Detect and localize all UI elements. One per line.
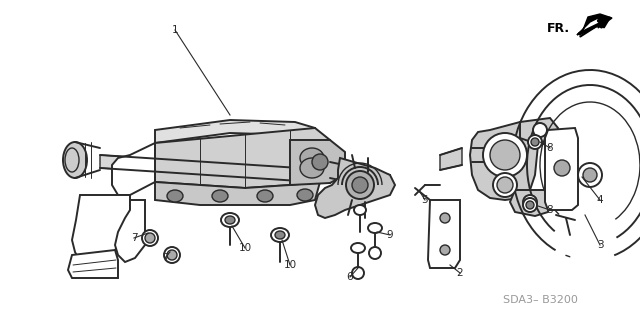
Polygon shape (440, 148, 462, 170)
Text: 9: 9 (387, 230, 394, 240)
Text: 7: 7 (131, 233, 138, 243)
Polygon shape (470, 122, 538, 200)
Polygon shape (72, 195, 130, 270)
Ellipse shape (142, 230, 158, 246)
Ellipse shape (221, 213, 239, 227)
Polygon shape (155, 182, 320, 205)
Ellipse shape (497, 177, 513, 193)
Ellipse shape (490, 140, 520, 170)
Polygon shape (115, 200, 145, 262)
Ellipse shape (145, 233, 155, 243)
Text: SDA3– B3200: SDA3– B3200 (502, 295, 577, 305)
Ellipse shape (300, 158, 324, 178)
Polygon shape (100, 155, 330, 183)
Polygon shape (330, 162, 390, 191)
Text: 10: 10 (284, 260, 296, 270)
Polygon shape (520, 118, 558, 145)
Ellipse shape (167, 250, 177, 260)
Ellipse shape (354, 205, 366, 215)
Polygon shape (577, 14, 612, 35)
Text: 6: 6 (347, 272, 353, 282)
Ellipse shape (346, 171, 374, 199)
Polygon shape (155, 128, 330, 188)
Ellipse shape (352, 177, 368, 193)
Ellipse shape (164, 247, 180, 263)
Ellipse shape (440, 213, 450, 223)
Ellipse shape (483, 133, 527, 177)
Text: 7: 7 (162, 253, 168, 263)
Ellipse shape (312, 154, 328, 170)
Ellipse shape (352, 267, 364, 279)
Ellipse shape (528, 135, 542, 149)
Ellipse shape (369, 247, 381, 259)
Polygon shape (155, 120, 315, 143)
Text: 1: 1 (172, 25, 179, 35)
Ellipse shape (225, 216, 235, 224)
Text: 5: 5 (422, 195, 428, 205)
Ellipse shape (583, 168, 597, 182)
Text: FR.: FR. (547, 21, 570, 34)
Ellipse shape (523, 198, 537, 212)
Ellipse shape (554, 160, 570, 176)
Ellipse shape (531, 138, 539, 146)
Ellipse shape (297, 189, 313, 201)
Text: 10: 10 (239, 243, 252, 253)
Ellipse shape (523, 195, 537, 209)
Polygon shape (315, 158, 395, 218)
Polygon shape (68, 250, 118, 278)
Text: 4: 4 (596, 195, 604, 205)
Ellipse shape (533, 123, 547, 137)
Polygon shape (510, 190, 550, 216)
Ellipse shape (300, 148, 324, 168)
Text: 2: 2 (457, 268, 463, 278)
Ellipse shape (440, 245, 450, 255)
Polygon shape (428, 200, 460, 268)
Polygon shape (545, 128, 578, 210)
Ellipse shape (271, 228, 289, 242)
Ellipse shape (526, 201, 534, 209)
Text: 3: 3 (596, 240, 604, 250)
Polygon shape (112, 143, 155, 195)
Text: 8: 8 (547, 143, 554, 153)
Ellipse shape (493, 173, 517, 197)
Ellipse shape (212, 190, 228, 202)
Ellipse shape (257, 190, 273, 202)
Ellipse shape (275, 231, 285, 239)
Ellipse shape (368, 223, 382, 233)
Polygon shape (290, 140, 345, 185)
Ellipse shape (63, 142, 87, 178)
Text: 8: 8 (547, 205, 554, 215)
Ellipse shape (167, 190, 183, 202)
Ellipse shape (578, 163, 602, 187)
Ellipse shape (351, 243, 365, 253)
